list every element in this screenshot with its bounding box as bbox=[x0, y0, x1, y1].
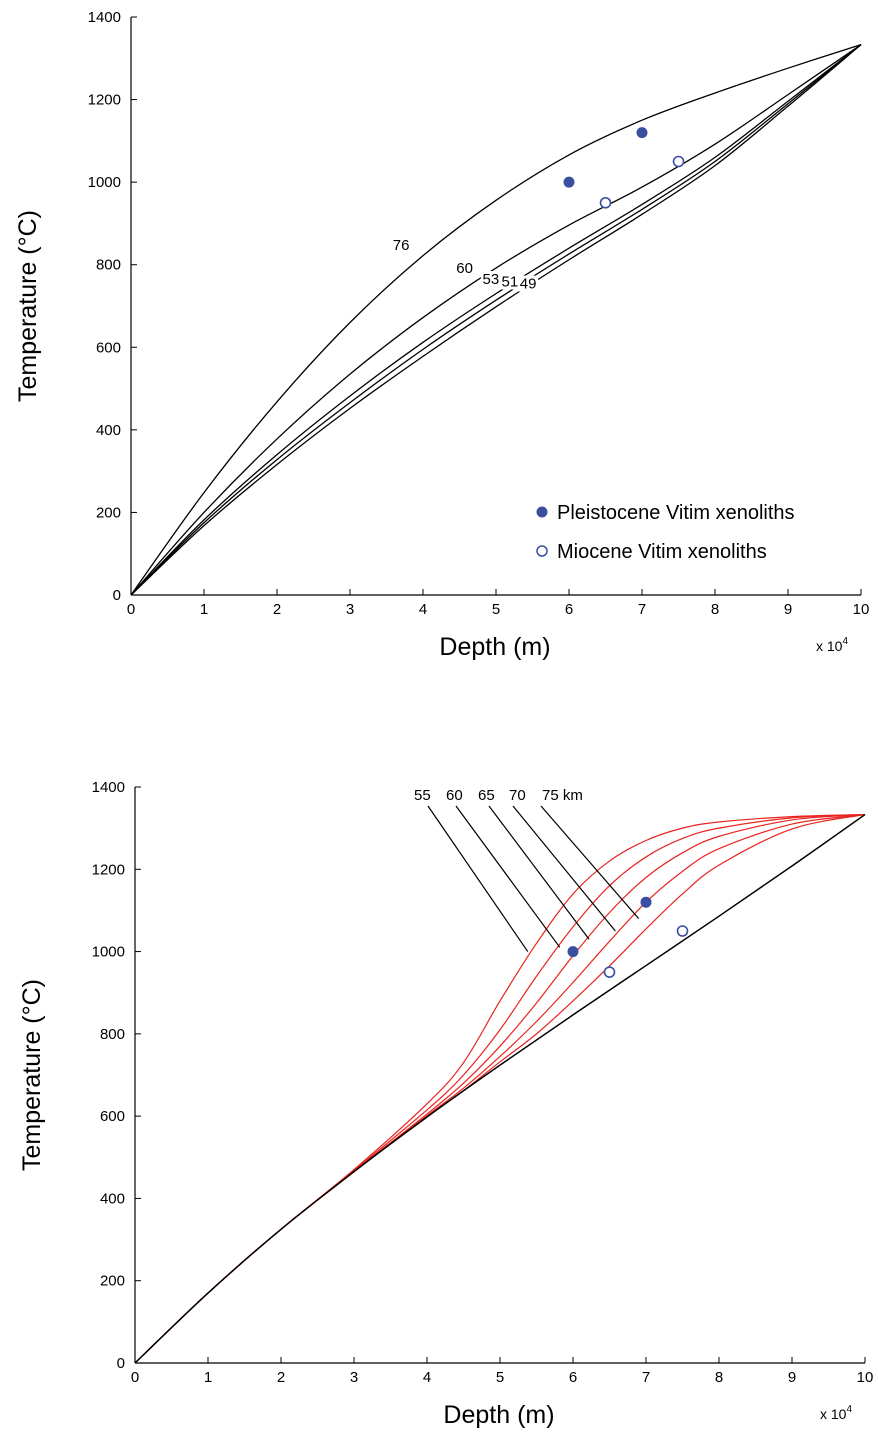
x-tick-label: 8 bbox=[711, 601, 719, 618]
legend-marker-open bbox=[536, 545, 548, 557]
depth-label: 75 km bbox=[542, 787, 583, 804]
curve-label: 60 bbox=[456, 260, 473, 277]
y-tick-label: 0 bbox=[117, 1355, 125, 1372]
curve-label: 53 bbox=[483, 271, 500, 288]
x-tick-label: 6 bbox=[565, 601, 573, 618]
y-tick-label: 600 bbox=[96, 339, 121, 356]
curve-label: 51 bbox=[502, 274, 519, 291]
x-tick-label: 8 bbox=[715, 1369, 723, 1386]
legend-marker-filled bbox=[536, 506, 548, 518]
geotherm-76 bbox=[130, 44, 862, 596]
chart-bottom: 0 1 2 3 4 5 6 7 8 9 10 0 200 400 600 800 1000 1200 1400 Dep… bbox=[18, 779, 873, 1429]
x-axis-multiplier: x 104 bbox=[820, 1404, 852, 1422]
y-tick-label: 800 bbox=[100, 1026, 125, 1043]
y-tick-label: 1200 bbox=[92, 861, 125, 878]
x-tick-label: 2 bbox=[277, 1369, 285, 1386]
x-tick-label: 2 bbox=[273, 601, 281, 618]
x-tick-label: 0 bbox=[127, 601, 135, 618]
x-tick-label: 4 bbox=[419, 601, 427, 618]
depth-label: 60 bbox=[446, 787, 463, 804]
y-tick-label: 1000 bbox=[88, 174, 121, 191]
x-tick-label: 9 bbox=[788, 1369, 796, 1386]
depth-label: 55 bbox=[414, 787, 431, 804]
y-tick-label: 1000 bbox=[92, 944, 125, 961]
x-axis-title: Depth (m) bbox=[439, 633, 550, 661]
depth-label: 65 bbox=[478, 787, 495, 804]
legend-label: Pleistocene Vitim xenoliths bbox=[557, 502, 795, 524]
x-tick-label: 4 bbox=[423, 1369, 431, 1386]
y-tick-label: 200 bbox=[100, 1273, 125, 1290]
pleistocene-point bbox=[563, 176, 575, 188]
legend-label: Miocene Vitim xenoliths bbox=[557, 541, 767, 563]
y-tick-label: 600 bbox=[100, 1108, 125, 1125]
x-tick-label: 10 bbox=[853, 601, 870, 618]
y-tick-label: 1400 bbox=[88, 9, 121, 26]
miocene-point bbox=[672, 155, 685, 168]
curve-label-bg bbox=[518, 275, 539, 292]
x-tick-label: 3 bbox=[346, 601, 354, 618]
miocene-point bbox=[676, 925, 689, 937]
x-tick-label: 3 bbox=[350, 1369, 358, 1386]
y-tick-label: 800 bbox=[96, 257, 121, 274]
perturbed-geotherm-55 bbox=[134, 813, 866, 1364]
x-axis-multiplier: x 104 bbox=[816, 636, 848, 654]
curve-label-bg bbox=[391, 237, 412, 254]
pleistocene-point bbox=[636, 127, 648, 139]
y-axis-title: Temperature (°C) bbox=[14, 210, 42, 402]
curve-label-bg bbox=[480, 271, 501, 288]
perturbed-geotherm-70 bbox=[134, 813, 866, 1364]
x-tick-label: 1 bbox=[204, 1369, 212, 1386]
geotherm-53 bbox=[130, 44, 862, 596]
x-tick-label: 7 bbox=[638, 601, 646, 618]
leader-line bbox=[427, 805, 529, 952]
leader-line bbox=[512, 805, 616, 932]
geotherm-60 bbox=[130, 44, 862, 596]
x-axis-title: Depth (m) bbox=[443, 1401, 554, 1429]
depth-label: 70 bbox=[509, 787, 526, 804]
y-tick-label: 1200 bbox=[88, 92, 121, 109]
x-tick-label: 5 bbox=[496, 1369, 504, 1386]
geotherm-51 bbox=[130, 44, 862, 596]
y-tick-label: 200 bbox=[96, 504, 121, 521]
leader-line bbox=[488, 805, 590, 940]
perturbed-geotherm-75-km bbox=[134, 813, 866, 1364]
y-tick-label: 400 bbox=[100, 1190, 125, 1207]
legend: Pleistocene Vitim xenoliths Miocene Vitim… bbox=[536, 502, 795, 563]
x-tick-label: 10 bbox=[857, 1369, 874, 1386]
miocene-point bbox=[603, 966, 616, 978]
x-tick-label: 1 bbox=[200, 601, 208, 618]
pleistocene-point bbox=[567, 946, 579, 958]
perturbed-geotherm-60 bbox=[134, 813, 866, 1364]
x-tick-label: 5 bbox=[492, 601, 500, 618]
y-tick-label: 0 bbox=[113, 587, 121, 604]
geotherm-49 bbox=[130, 44, 862, 596]
curve-label: 49 bbox=[520, 276, 537, 293]
x-tick-label: 0 bbox=[131, 1369, 139, 1386]
curve-label-bg bbox=[454, 259, 475, 276]
leader-line bbox=[455, 805, 561, 948]
pleistocene-point bbox=[640, 896, 652, 908]
perturbed-geotherm-65 bbox=[134, 813, 866, 1364]
y-tick-label: 1400 bbox=[92, 779, 125, 796]
curve-label-bg bbox=[499, 273, 520, 290]
curve-label: 76 bbox=[393, 237, 410, 254]
chart-top: 0 1 2 3 4 5 6 7 8 9 10 0 200 400 600 800 1000 1200 1400 Dep… bbox=[14, 9, 869, 661]
miocene-point bbox=[599, 196, 612, 209]
x-tick-label: 6 bbox=[569, 1369, 577, 1386]
x-tick-label: 7 bbox=[642, 1369, 650, 1386]
x-tick-label: 9 bbox=[784, 601, 792, 618]
y-tick-label: 400 bbox=[96, 422, 121, 439]
baseline-geotherm bbox=[134, 813, 866, 1364]
leader-line bbox=[540, 805, 640, 920]
y-axis-title: Temperature (°C) bbox=[18, 979, 46, 1171]
